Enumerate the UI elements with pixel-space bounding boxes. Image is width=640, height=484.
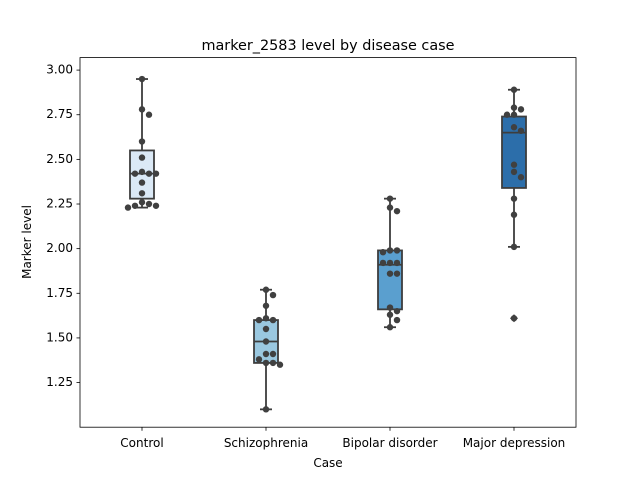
- data-point: [138, 154, 146, 161]
- y-tick-label: 3.00: [46, 63, 73, 77]
- data-point: [393, 316, 401, 324]
- y-tick-label: 1.50: [46, 330, 73, 344]
- data-point: [393, 307, 401, 315]
- data-point: [269, 291, 277, 299]
- data-point: [131, 170, 139, 177]
- chart-marks: [124, 75, 527, 413]
- data-point: [152, 170, 160, 177]
- swarm-3: [503, 86, 525, 322]
- data-point: [510, 124, 518, 131]
- data-point: [262, 406, 270, 413]
- data-point: [510, 168, 518, 176]
- data-point: [138, 190, 146, 197]
- data-point: [262, 359, 270, 367]
- y-tick-label: 2.75: [46, 107, 73, 121]
- data-point: [386, 324, 394, 331]
- y-tick-label: 1.75: [46, 286, 73, 300]
- data-point: [262, 325, 270, 333]
- data-point: [503, 111, 511, 118]
- data-point: [269, 316, 277, 324]
- data-point: [386, 247, 394, 254]
- data-point: [124, 204, 132, 211]
- data-point: [510, 315, 518, 322]
- axes: 1.25 1.50 1.75 2.00 2.25 2.50 2.75 3.00 Control S…: [46, 57, 577, 450]
- data-point: [131, 202, 139, 209]
- data-point: [386, 304, 394, 311]
- chart-title: marker_2583 level by disease case: [201, 38, 454, 54]
- x-tick-label: Major depression: [463, 436, 566, 450]
- data-point: [510, 161, 518, 168]
- data-point: [510, 104, 518, 111]
- data-point: [145, 170, 153, 177]
- x-tick-label: Schizophrenia: [224, 436, 308, 450]
- data-point: [255, 316, 263, 324]
- data-point: [276, 361, 284, 368]
- data-point: [510, 211, 518, 218]
- data-point: [145, 200, 153, 208]
- data-point: [517, 127, 525, 135]
- plot-area: [80, 57, 576, 428]
- data-point: [393, 207, 401, 215]
- y-tick-label: 2.50: [46, 152, 73, 166]
- data-point: [138, 106, 146, 113]
- data-point: [255, 356, 263, 363]
- data-point: [269, 359, 277, 367]
- x-tick-label: Bipolar disorder: [342, 436, 437, 450]
- data-point: [393, 247, 401, 254]
- data-point: [510, 243, 518, 251]
- data-point: [386, 204, 394, 211]
- data-point: [510, 111, 518, 118]
- data-point: [386, 270, 394, 277]
- data-point: [379, 249, 387, 256]
- data-point: [379, 259, 387, 267]
- data-point: [269, 350, 277, 358]
- box: [377, 249, 403, 311]
- swarm-2: [379, 195, 401, 331]
- data-point: [262, 315, 270, 322]
- data-point: [386, 259, 394, 267]
- data-point: [517, 106, 525, 113]
- data-point: [393, 259, 401, 267]
- y-tick-label: 2.25: [46, 197, 73, 211]
- data-point: [138, 138, 146, 145]
- data-point: [393, 270, 401, 277]
- y-tick-label: 2.00: [46, 241, 73, 255]
- x-tick-label: Control: [120, 436, 163, 450]
- data-point: [262, 286, 270, 293]
- data-point: [262, 302, 270, 309]
- data-point: [152, 202, 160, 209]
- data-point: [262, 338, 270, 345]
- data-point: [517, 174, 525, 181]
- data-point: [138, 75, 146, 83]
- data-point: [510, 195, 518, 202]
- data-point: [510, 86, 518, 93]
- data-point: [138, 199, 146, 206]
- swarm-0: [124, 75, 160, 211]
- y-tick-label: 1.25: [46, 375, 73, 389]
- data-point: [138, 168, 146, 176]
- data-point: [262, 350, 270, 358]
- data-point: [145, 111, 153, 118]
- y-axis-label: Marker level: [20, 205, 34, 279]
- data-point: [386, 195, 394, 202]
- swarm-1: [255, 286, 284, 413]
- plot-frame: [79, 57, 577, 428]
- data-point: [386, 311, 394, 318]
- x-axis-label: Case: [313, 456, 342, 470]
- data-point: [138, 179, 146, 186]
